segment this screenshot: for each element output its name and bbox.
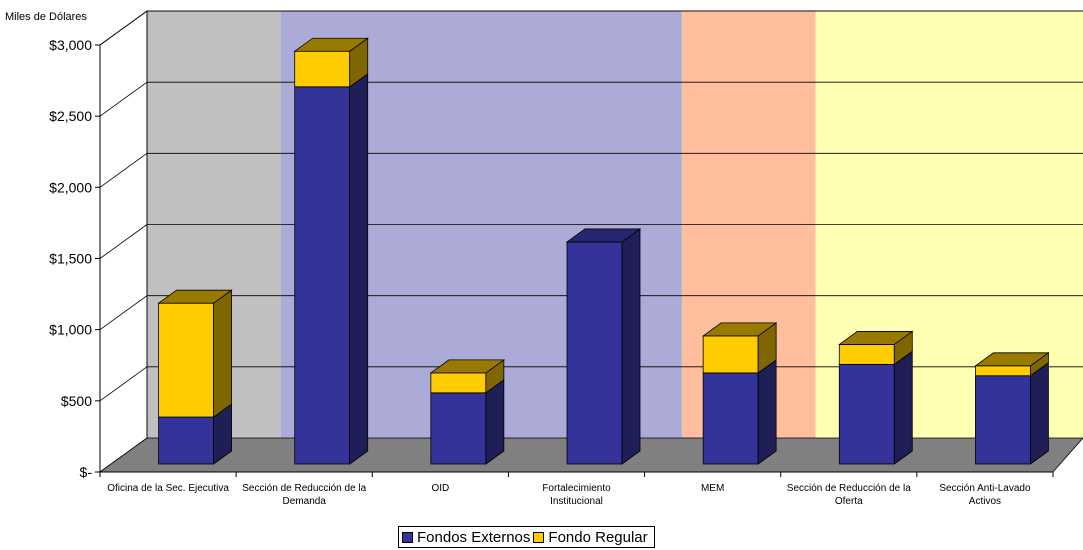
bar-6-fondos-externos bbox=[838, 363, 895, 465]
legend-swatch-fondos-externos bbox=[402, 531, 413, 543]
bar-4-fondos-externos-side bbox=[621, 228, 641, 465]
x-tick-label-7: Sección Anti-Lavado Activos bbox=[939, 483, 1031, 507]
legend-item-fondos-externos: Fondos Externos bbox=[402, 529, 530, 546]
bar-1-fondo-regular bbox=[158, 302, 214, 418]
stacked-bar-chart: $- $500 $1,000 $1,500 $2,000 $2,500 $3,000 Mile… bbox=[5, 10, 1083, 507]
bar-6-fondo-regular-top bbox=[838, 331, 914, 345]
gridline-side-5 bbox=[99, 81, 148, 117]
legend-label-fondos-externos: Fondos Externos bbox=[417, 528, 531, 546]
y-tick-label-3: $1,500 bbox=[49, 251, 92, 267]
bar-1-fondo-regular-side bbox=[213, 289, 232, 418]
bar-2-fondo-regular-top bbox=[293, 37, 369, 52]
bar-5-fondos-externos bbox=[702, 372, 759, 465]
x-tick-label-3: OID bbox=[431, 483, 449, 494]
bar-7-fondo-regular bbox=[975, 365, 1031, 377]
bar-group-2 bbox=[293, 37, 369, 465]
legend-swatch-fondo-regular bbox=[533, 531, 545, 543]
bar-6-fondos-externos-side bbox=[893, 350, 913, 465]
gridline-side-4 bbox=[99, 153, 148, 188]
bar-3-fondo-regular-top bbox=[429, 359, 506, 374]
bar-3-fondos-externos bbox=[430, 392, 487, 465]
x-tick-label-6: Sección de Reducción de la Oferta bbox=[787, 483, 911, 507]
bar-5-fondo-regular bbox=[702, 335, 759, 374]
y-tick-label-5: $2,500 bbox=[49, 108, 92, 124]
bar-3-fondos-externos-side bbox=[485, 379, 505, 465]
bar-7-fondos-externos-side bbox=[1030, 361, 1049, 465]
y-tick-label-6: $3,000 bbox=[49, 37, 92, 53]
bar-3-fondo-regular bbox=[430, 372, 487, 394]
y-tick-label-2: $1,000 bbox=[49, 322, 92, 338]
bar-group-6 bbox=[838, 330, 914, 465]
bar-2-fondos-externos bbox=[294, 86, 351, 465]
x-tick-label-2: Sección de Reducción de la Demanda bbox=[242, 483, 366, 507]
bar-group-1 bbox=[157, 289, 233, 465]
bar-5-fondo-regular-top bbox=[701, 322, 778, 337]
bar-group-7 bbox=[974, 352, 1050, 465]
legend-item-fondo-regular: Fondo Regular bbox=[533, 528, 648, 546]
gridline-side-1 bbox=[99, 366, 148, 402]
x-tick-label-1: Oficina de la Sec. Ejecutiva bbox=[107, 483, 229, 494]
bar-group-3 bbox=[429, 359, 506, 465]
x-tick-label-5: MEM bbox=[701, 483, 724, 494]
gridline-side-6 bbox=[99, 10, 148, 46]
y-tick-label-1: $500 bbox=[61, 393, 92, 409]
bar-2-fondo-regular bbox=[294, 50, 351, 88]
y-tick-label-0: $- bbox=[80, 464, 93, 480]
bar-4-fondos-externos-top bbox=[565, 228, 642, 243]
gridline-side-3 bbox=[99, 224, 148, 259]
x-tick-label-4: Fortalecimiento Institucional bbox=[542, 483, 611, 507]
bar-4-fondos-externos bbox=[566, 241, 623, 465]
gridline-side-2 bbox=[99, 295, 148, 330]
legend-label-fondo-regular: Fondo Regular bbox=[548, 528, 648, 546]
chart-legend: Fondos Externos Fondo Regular bbox=[398, 526, 655, 548]
bar-group-4 bbox=[565, 228, 642, 465]
bar-1-fondos-externos bbox=[158, 416, 214, 465]
bar-7-fondo-regular-top bbox=[974, 352, 1050, 367]
y-tick-label-4: $2,000 bbox=[49, 179, 92, 195]
bar-group-5 bbox=[701, 322, 778, 465]
bar-2-fondos-externos-side bbox=[349, 73, 369, 465]
bar-7-fondos-externos bbox=[975, 375, 1031, 465]
bar-6-fondo-regular bbox=[838, 344, 895, 365]
bar-1-fondo-regular-top bbox=[157, 289, 233, 304]
bar-5-fondos-externos-side bbox=[757, 359, 777, 465]
y-axis-label: Miles de Dólares bbox=[5, 11, 87, 23]
